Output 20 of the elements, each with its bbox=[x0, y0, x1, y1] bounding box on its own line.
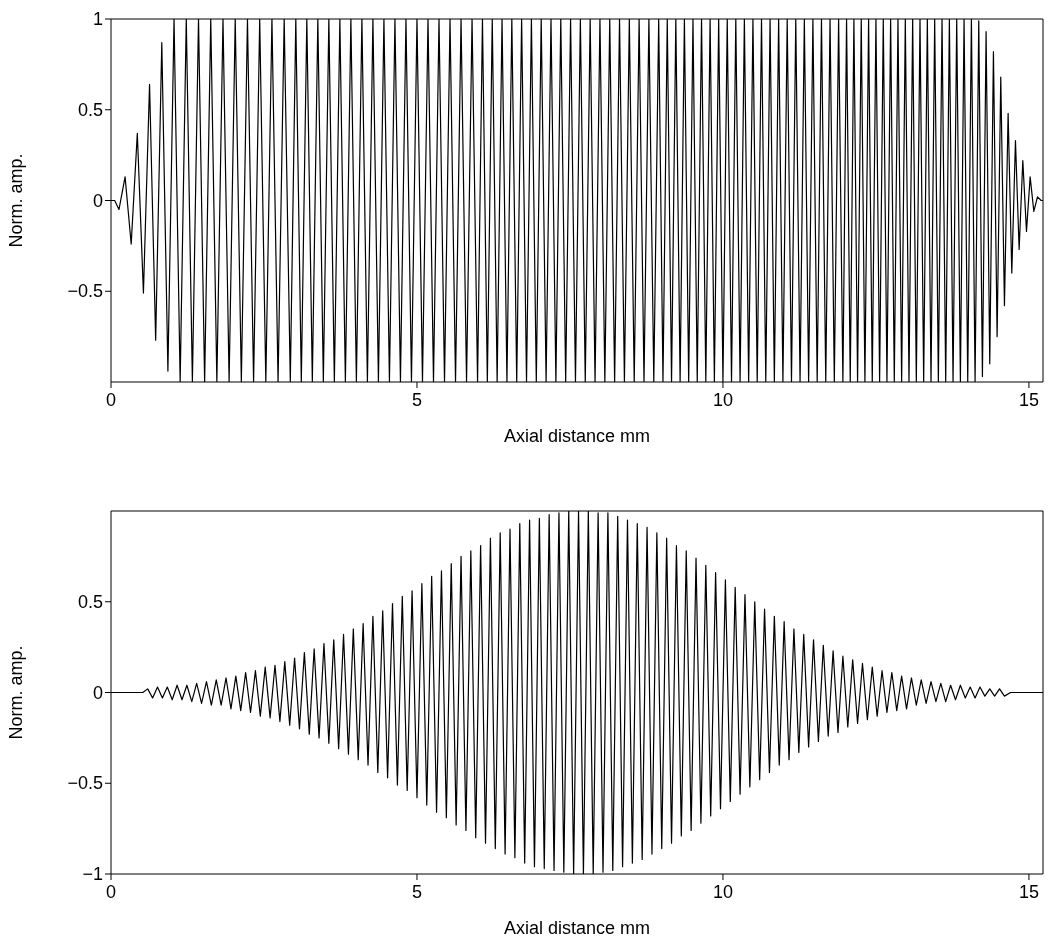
x-axis-title: Axial distance mm bbox=[503, 918, 651, 938]
x-tick-label: 0 bbox=[105, 390, 117, 410]
x-tick-label: 10 bbox=[712, 882, 733, 902]
y-tick-label: −0.5 bbox=[67, 773, 103, 794]
y-tick-label: −1 bbox=[82, 864, 103, 884]
y-axis-title: Norm. amp. bbox=[6, 153, 27, 248]
y-tick-label: 0 bbox=[92, 682, 103, 703]
y-tick-label: −0.5 bbox=[67, 281, 103, 302]
x-tick-label: 10 bbox=[712, 390, 733, 410]
y-tick-label: 1 bbox=[92, 9, 103, 29]
x-axis-title: Axial distance mm bbox=[503, 426, 651, 446]
x-tick-label: 5 bbox=[411, 882, 422, 902]
y-tick-label: 0.5 bbox=[77, 591, 103, 612]
x-tick-label: 15 bbox=[1018, 882, 1039, 902]
y-axis-title: Norm. amp. bbox=[6, 645, 27, 740]
x-tick-label: 5 bbox=[411, 390, 422, 410]
y-tick-label: 0.5 bbox=[77, 99, 103, 120]
x-tick-label: 15 bbox=[1018, 390, 1039, 410]
y-tick-label: 0 bbox=[92, 190, 103, 211]
x-tick-label: 0 bbox=[105, 882, 117, 902]
